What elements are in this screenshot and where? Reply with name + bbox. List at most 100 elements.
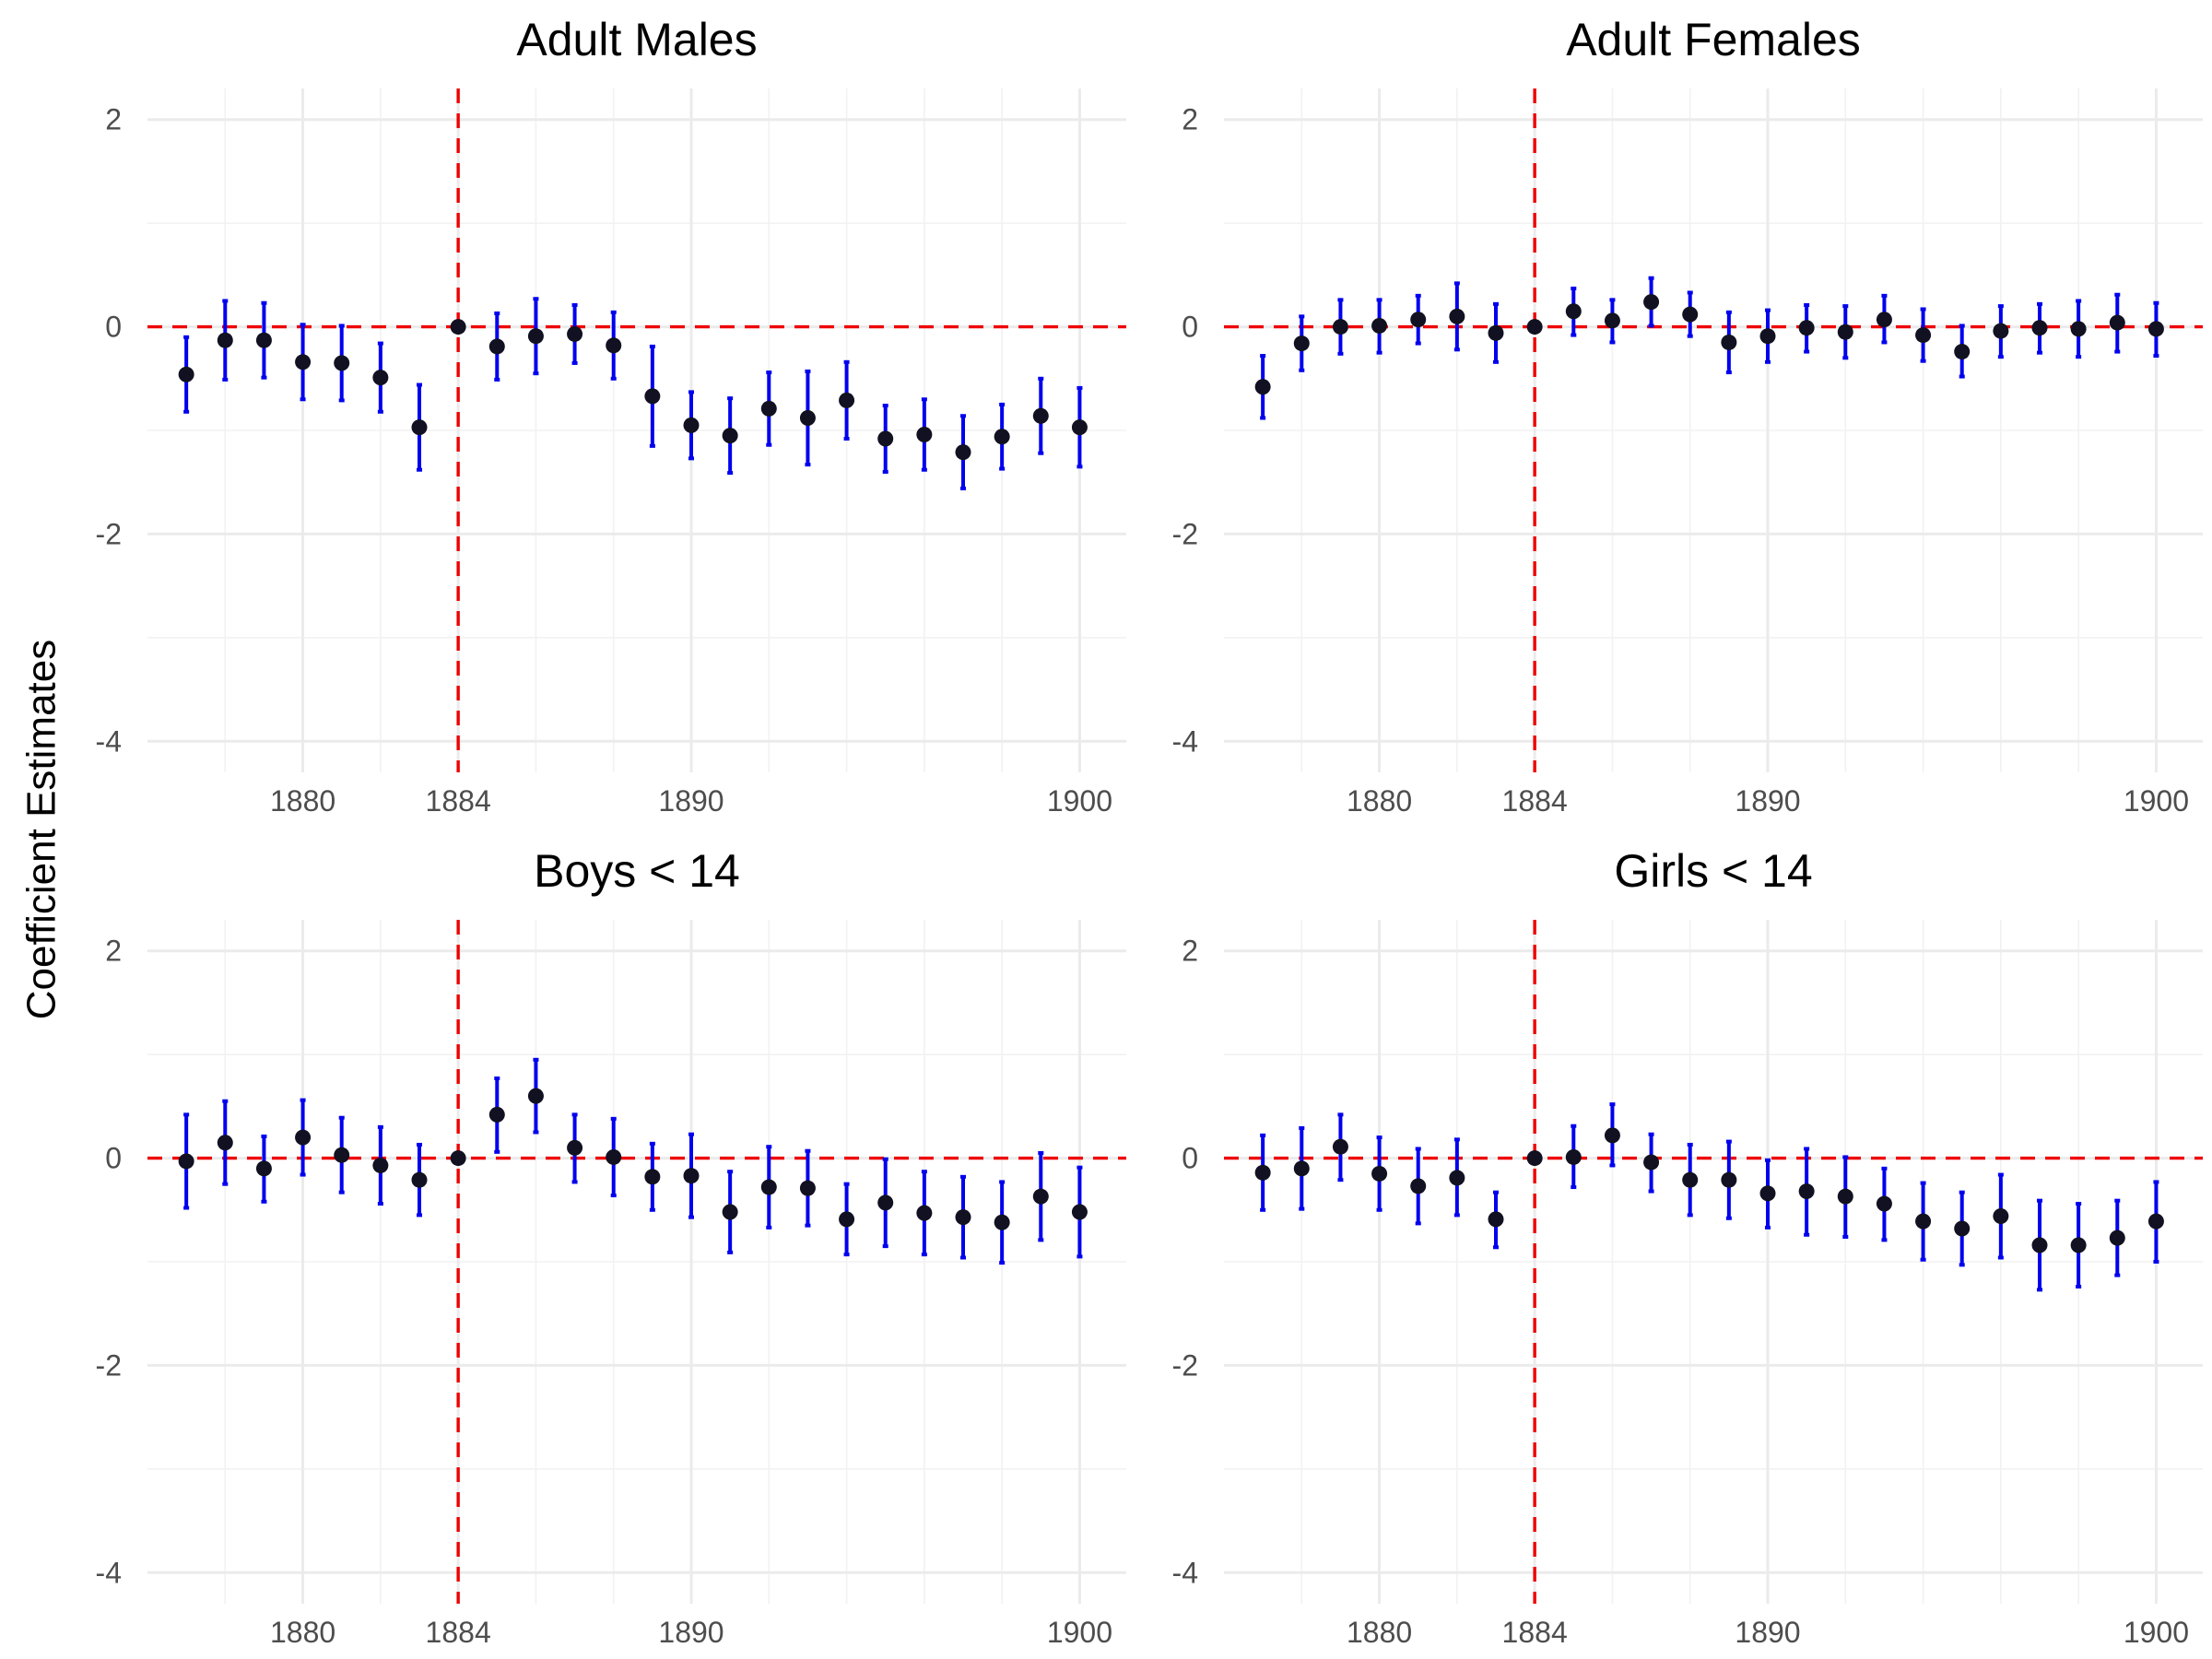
data-point (683, 1168, 700, 1184)
data-point (1993, 1208, 2009, 1225)
panel-title: Adult Females (1566, 14, 1861, 65)
data-point (839, 392, 855, 408)
x-tick-label: 1900 (1047, 784, 1112, 818)
x-tick-label: 1890 (658, 784, 724, 818)
data-point (2070, 1237, 2087, 1253)
data-point (606, 1148, 622, 1165)
data-point (1759, 328, 1776, 345)
data-point (488, 1106, 505, 1123)
data-point (1526, 1150, 1543, 1167)
data-point (1721, 1171, 1737, 1188)
data-point (1449, 308, 1465, 324)
data-point (1915, 327, 1932, 344)
y-tick-label: 2 (105, 103, 122, 136)
panels: Adult Males 1880 1884 1890 1900 2 0 -2 -4 Adult F… (96, 14, 2203, 1649)
gridlines (147, 920, 1126, 1604)
x-tick-label: 1880 (1347, 784, 1412, 818)
data-point (1371, 317, 1388, 334)
data-point (955, 1209, 971, 1226)
y-tick-label: -2 (1172, 1348, 1198, 1382)
data-point (1332, 1138, 1348, 1155)
data-point (2109, 1230, 2125, 1246)
data-point (1915, 1213, 1932, 1230)
data-point (955, 444, 971, 461)
x-tick-label: 1884 (1502, 1616, 1568, 1649)
y-tick-label: -4 (96, 1556, 122, 1589)
data-point (644, 388, 661, 405)
data-point (1332, 319, 1348, 335)
data-point (255, 1160, 272, 1177)
x-tick-label: 1880 (1347, 1616, 1412, 1649)
y-tick-label: -4 (1172, 724, 1198, 758)
data-point (683, 417, 700, 433)
data-point (1837, 324, 1853, 340)
data-point (295, 354, 312, 371)
y-tick-label: 0 (1182, 311, 1198, 344)
data-point (178, 1153, 194, 1170)
data-point (372, 370, 389, 386)
x-tick-label: 1890 (1735, 784, 1800, 818)
data-point (334, 1147, 350, 1163)
data-point (1410, 312, 1427, 328)
data-point (1954, 1220, 1971, 1237)
x-tick-label: 1900 (2124, 1616, 2189, 1649)
data-point (1488, 1211, 1504, 1228)
x-tick-label: 1880 (270, 1616, 335, 1649)
data-point (2147, 1213, 2164, 1230)
y-tick-label: 0 (1182, 1142, 1198, 1175)
data-point (1643, 294, 1660, 311)
data-point (1488, 324, 1504, 341)
data-point (1759, 1185, 1776, 1202)
data-point (1449, 1170, 1465, 1186)
data-point (1032, 1188, 1049, 1205)
panel-title: Adult Males (516, 14, 757, 65)
data-point (1721, 334, 1737, 350)
data-point (295, 1129, 312, 1146)
data-point (1876, 1195, 1892, 1212)
data-point (1293, 1160, 1310, 1177)
data-point (1798, 320, 1815, 336)
data-point (527, 1088, 544, 1104)
y-tick-label: 0 (105, 311, 122, 344)
data-point (1837, 1188, 1853, 1205)
data-point (994, 1214, 1010, 1230)
data-point (760, 400, 777, 417)
panel-2: Adult Females 1880 1884 1890 1900 2 0 -2 -4 (1172, 14, 2203, 818)
data-point (1071, 419, 1088, 436)
panel-3: Boys < 14 1880 1884 1890 1900 2 0 -2 -4 (96, 845, 1126, 1649)
data-point (606, 337, 622, 354)
data-point (1371, 1165, 1388, 1182)
y-tick-label: 2 (1182, 103, 1198, 136)
x-tick-label: 1884 (1502, 784, 1568, 818)
data-point (1954, 344, 1971, 360)
data-point (722, 428, 738, 444)
data-point (644, 1169, 661, 1185)
data-point (1032, 407, 1049, 424)
data-point (839, 1211, 855, 1228)
panel-title: Boys < 14 (534, 845, 740, 897)
data-point (1526, 319, 1543, 335)
data-point (1410, 1178, 1427, 1194)
data-point (1604, 312, 1620, 329)
data-point (450, 319, 466, 335)
y-tick-label: 2 (105, 935, 122, 968)
data-point (799, 410, 816, 427)
x-tick-label: 1884 (426, 784, 491, 818)
data-point (527, 328, 544, 345)
x-tick-label: 1900 (2124, 784, 2189, 818)
x-tick-label: 1890 (1735, 1616, 1800, 1649)
data-point (1604, 1127, 1620, 1144)
data-point (1565, 1148, 1582, 1165)
data-point (916, 1205, 933, 1221)
data-point (217, 332, 233, 348)
y-tick-label: -2 (96, 517, 122, 550)
x-tick-label: 1884 (426, 1616, 491, 1649)
data-point (567, 325, 583, 342)
data-point (2070, 321, 2087, 337)
data-point (2031, 1237, 2048, 1253)
data-point (1293, 335, 1310, 352)
data-point (1682, 1171, 1699, 1188)
y-tick-label: 0 (105, 1142, 122, 1175)
